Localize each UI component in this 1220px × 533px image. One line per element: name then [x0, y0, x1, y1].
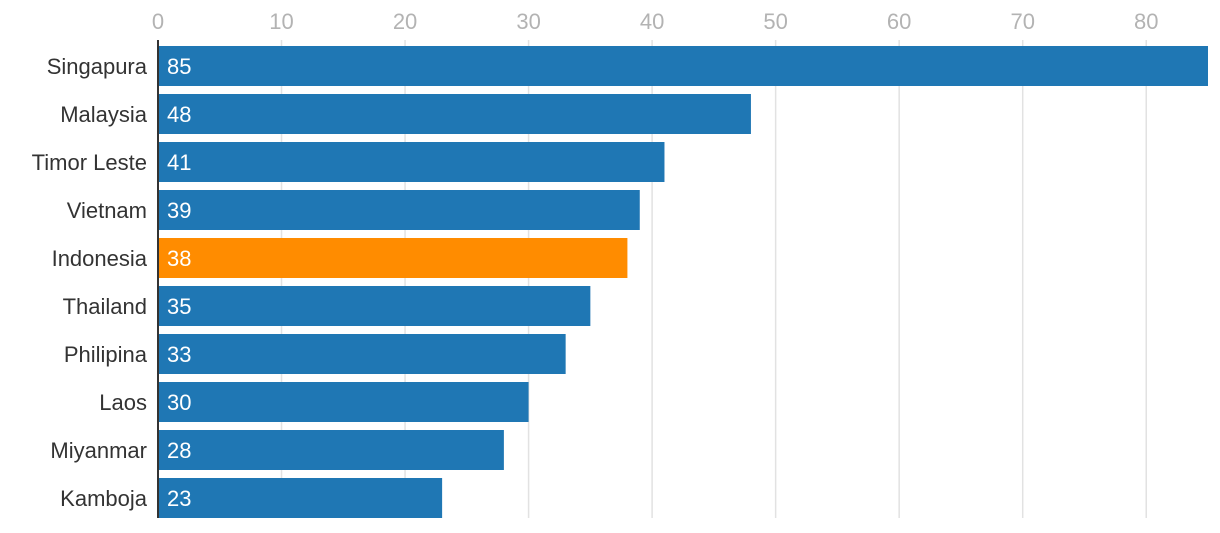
category-label-indonesia: Indonesia	[52, 246, 148, 271]
x-tick-label-60: 60	[887, 9, 911, 34]
value-label-laos: 30	[167, 390, 191, 415]
bar-miyanmar	[158, 430, 504, 470]
bar-vietnam	[158, 190, 640, 230]
value-label-thailand: 35	[167, 294, 191, 319]
x-tick-label-80: 80	[1134, 9, 1158, 34]
category-label-vietnam: Vietnam	[67, 198, 147, 223]
bar-timor-leste	[158, 142, 665, 182]
bar-singapura	[158, 46, 1208, 86]
x-tick-label-0: 0	[152, 9, 164, 34]
x-tick-label-30: 30	[516, 9, 540, 34]
x-axis-ticks: 0 10 20 30 40 50 60 70 80	[152, 9, 1159, 34]
y-axis-labels: Singapura Malaysia Timor Leste Vietnam Indon…	[32, 54, 148, 511]
category-label-thailand: Thailand	[63, 294, 147, 319]
value-label-kamboja: 23	[167, 486, 191, 511]
value-label-singapura: 85	[167, 54, 191, 79]
category-label-timor-leste: Timor Leste	[32, 150, 147, 175]
x-tick-label-70: 70	[1010, 9, 1034, 34]
category-label-philipina: Philipina	[64, 342, 148, 367]
value-label-timor-leste: 41	[167, 150, 191, 175]
value-label-indonesia: 38	[167, 246, 191, 271]
value-label-philipina: 33	[167, 342, 191, 367]
x-tick-label-50: 50	[763, 9, 787, 34]
category-label-kamboja: Kamboja	[60, 486, 148, 511]
bar-malaysia	[158, 94, 751, 134]
bar-thailand	[158, 286, 591, 326]
value-label-vietnam: 39	[167, 198, 191, 223]
bar-philipina	[158, 334, 566, 374]
value-label-miyanmar: 28	[167, 438, 191, 463]
x-tick-label-20: 20	[393, 9, 417, 34]
category-label-singapura: Singapura	[47, 54, 148, 79]
bar-kamboja	[158, 478, 443, 518]
x-tick-label-40: 40	[640, 9, 664, 34]
x-tick-label-10: 10	[269, 9, 293, 34]
bar-indonesia	[158, 238, 628, 278]
bars: 85 48 41 39 38 35 33 30 28 23	[158, 46, 1208, 518]
category-label-miyanmar: Miyanmar	[50, 438, 147, 463]
category-label-malaysia: Malaysia	[60, 102, 148, 127]
value-label-malaysia: 48	[167, 102, 191, 127]
bar-laos	[158, 382, 529, 422]
category-label-laos: Laos	[99, 390, 147, 415]
